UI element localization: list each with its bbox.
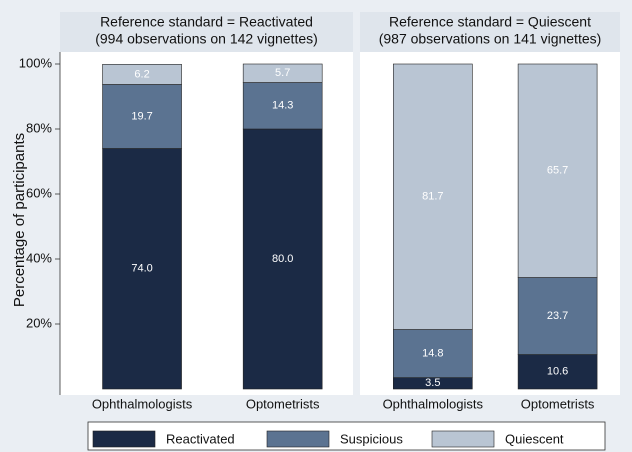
bar-segment [517, 277, 598, 355]
value-label: 14.3 [272, 100, 293, 112]
x-tick-label: Ophthalmologists [92, 396, 193, 411]
bar-segment [392, 63, 473, 330]
x-tick-label: Optometrists [521, 396, 595, 411]
bar-segment [102, 84, 182, 149]
panel-title: Reference standard = Reactivated [100, 14, 313, 30]
y-axis-label: Percentage of participants [11, 133, 28, 307]
bar-segment [242, 128, 323, 390]
legend-label: Quiescent [505, 431, 564, 446]
bar-segment [102, 148, 182, 390]
value-label: 14.8 [422, 347, 443, 359]
value-label: 80.0 [272, 253, 293, 265]
panel-subtitle: (994 observations on 142 vignettes) [95, 31, 318, 47]
panel-title: Reference standard = Quiescent [389, 14, 591, 30]
bar-segment [517, 63, 598, 278]
legend-swatch [266, 430, 330, 448]
bar-segment [242, 82, 323, 130]
y-tick-label: 80% [26, 120, 52, 135]
value-label: 19.7 [131, 110, 152, 122]
bar-segment [242, 63, 323, 83]
panel-subtitle: (987 observations on 141 vignettes) [379, 31, 602, 47]
bar-segment [102, 64, 182, 85]
panel-header [360, 12, 620, 52]
bar-segment [517, 354, 598, 390]
bar-segment [392, 329, 473, 378]
y-tick-label: 100% [19, 55, 53, 70]
x-tick-label: Ophthalmologists [383, 396, 484, 411]
value-label: 5.7 [275, 67, 290, 79]
value-label: 74.0 [131, 263, 152, 275]
x-tick-label: Optometrists [246, 396, 320, 411]
value-label: 81.7 [422, 191, 443, 203]
legend [87, 421, 606, 451]
panel-header [60, 12, 353, 52]
value-label: 6.2 [134, 68, 149, 80]
value-label: 10.6 [547, 366, 568, 378]
legend-label: Suspicious [340, 431, 403, 446]
legend-swatch [92, 430, 156, 448]
y-tick-label: 40% [26, 250, 52, 265]
y-tick-label: 60% [26, 185, 52, 200]
legend-label: Reactivated [166, 431, 235, 446]
value-label: 3.5 [425, 377, 440, 389]
y-tick-label: 20% [26, 315, 52, 330]
value-label: 65.7 [547, 165, 568, 177]
legend-swatch [431, 430, 495, 448]
value-label: 23.7 [547, 310, 568, 322]
